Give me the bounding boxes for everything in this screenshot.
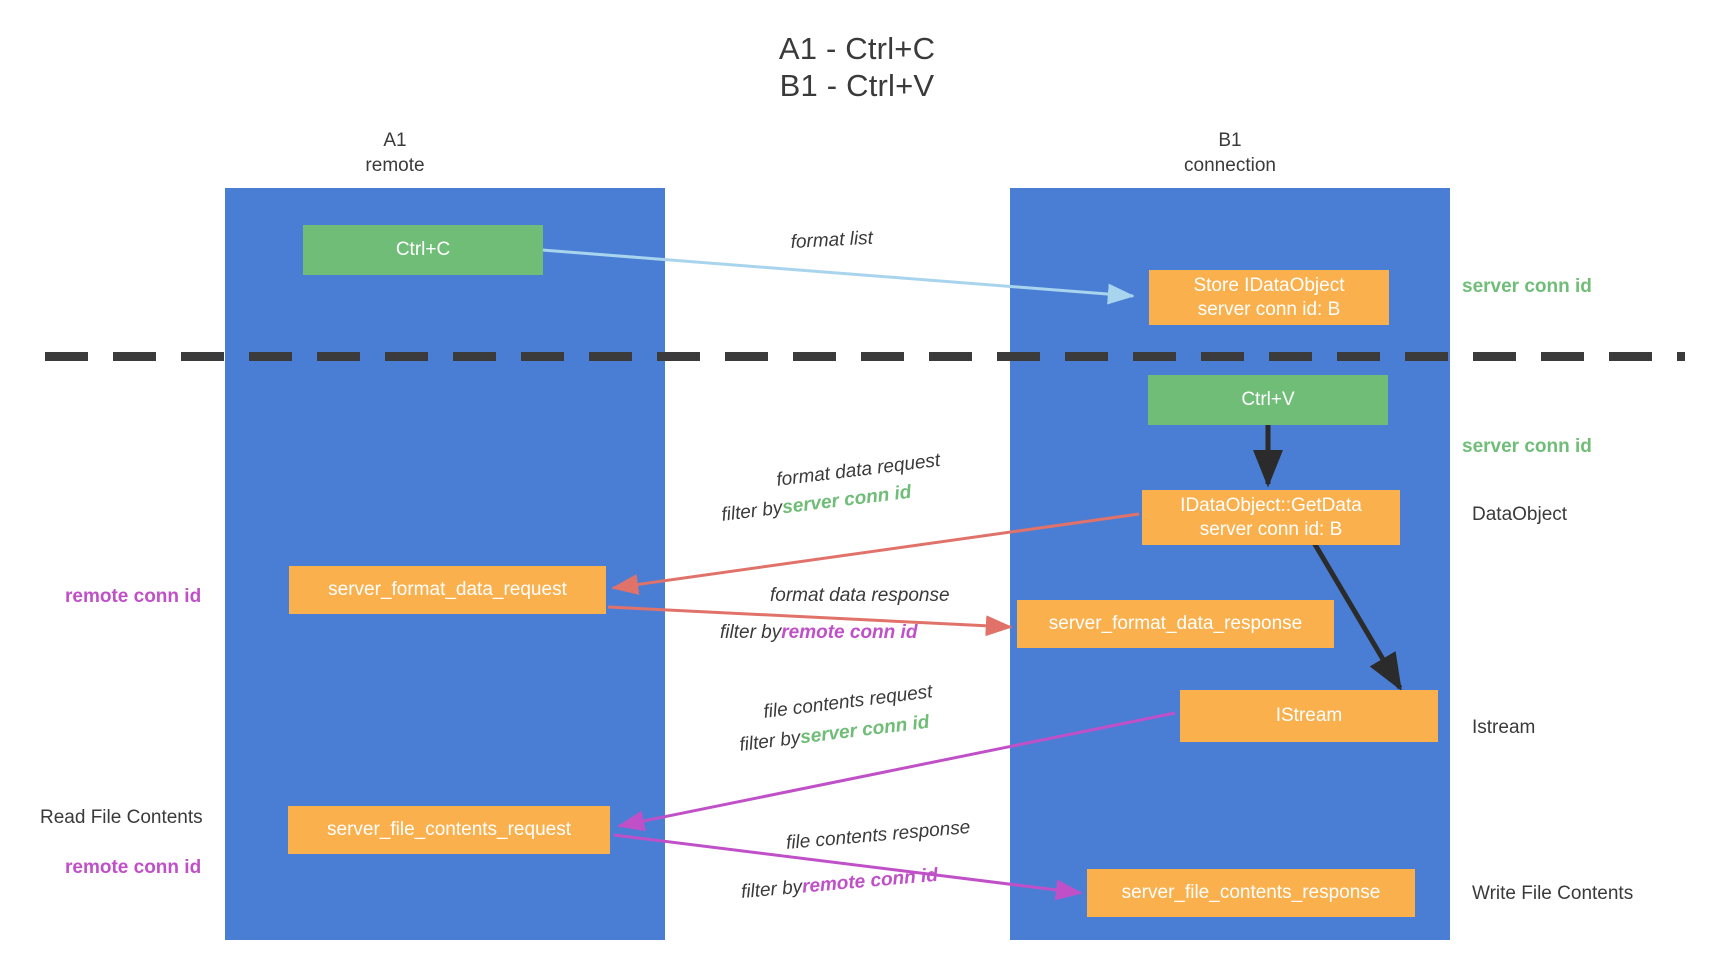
caption-format-list: format list [790,226,874,256]
column-header-a1: A1 remote [280,128,510,178]
caption-format-data-request-text: format data request [775,449,942,491]
column-header-b1: B1 connection [1115,128,1345,178]
caption-format-data-response-filter-key: remote conn id [781,622,918,643]
column-b1-name: B1 [1218,130,1242,151]
caption-format-data-response-filter-prefix: filter by [720,622,782,643]
caption-file-contents-response-filter-key: remote conn id [801,864,939,898]
left-label-remote-conn-id-1: remote conn id [65,586,202,607]
node-istream[interactable]: IStream [1180,690,1438,742]
node-server-file-contents-response[interactable]: server_file_contents_response [1087,869,1415,917]
caption-format-data-response-text: format data response [770,585,950,606]
node-ctrl-v-label: Ctrl+V [1241,389,1295,410]
title-line-2: B1 - Ctrl+V [779,68,935,103]
caption-format-data-response-filter: filter byremote conn id [720,620,917,646]
node-getdata-line2: server conn id: B [1199,518,1343,540]
node-store-idataobject[interactable]: Store IDataObject server conn id: B [1149,270,1389,325]
node-server-file-contents-request-label: server_file_contents_request [327,819,571,840]
caption-format-data-request-filter-prefix: filter by [720,497,784,526]
node-ctrl-c[interactable]: Ctrl+C [303,225,543,275]
node-getdata-line1: IDataObject::GetData [1180,494,1362,516]
right-label-server-conn-id-2: server conn id [1462,436,1592,457]
caption-format-data-response: format data response [770,583,950,609]
caption-file-contents-request-filter-prefix: filter by [738,727,802,756]
node-store-idataobject-line2: server conn id: B [1197,298,1341,320]
phase-separator [45,352,1685,361]
column-a1-name: A1 [383,130,407,151]
node-server-format-data-request[interactable]: server_format_data_request [289,566,606,614]
page-title: A1 - Ctrl+C B1 - Ctrl+V [0,30,1714,104]
node-server-file-contents-response-label: server_file_contents_response [1121,882,1381,903]
right-label-server-conn-id-1: server conn id [1462,276,1592,297]
node-server-format-data-response[interactable]: server_format_data_response [1017,600,1334,648]
node-ctrl-v[interactable]: Ctrl+V [1148,375,1388,425]
node-server-file-contents-request[interactable]: server_file_contents_request [288,806,610,854]
right-label-write-file-contents: Write File Contents [1472,883,1634,904]
left-label-remote-conn-id-2: remote conn id [65,857,202,878]
left-label-read-file-contents: Read File Contents [40,807,203,828]
node-istream-label: IStream [1275,705,1343,726]
caption-file-contents-response: file contents response [785,815,971,857]
right-label-dataobject: DataObject [1472,504,1568,525]
node-ctrl-c-label: Ctrl+C [395,239,451,260]
caption-format-list-text: format list [790,227,874,253]
node-idataobject-getdata[interactable]: IDataObject::GetData server conn id: B [1142,490,1400,545]
node-server-format-data-response-label: server_format_data_response [1048,613,1303,634]
column-a1-subtitle: remote [365,155,425,176]
column-b1-subtitle: connection [1184,155,1276,176]
right-label-istream: Istream [1472,717,1536,738]
node-server-format-data-request-label: server_format_data_request [328,579,567,600]
caption-file-contents-response-filter: filter byremote conn id [740,863,939,906]
caption-file-contents-response-filter-prefix: filter by [740,876,804,903]
node-store-idataobject-line1: Store IDataObject [1193,274,1345,296]
title-line-1: A1 - Ctrl+C [778,31,936,66]
caption-file-contents-response-text: file contents response [785,816,972,854]
